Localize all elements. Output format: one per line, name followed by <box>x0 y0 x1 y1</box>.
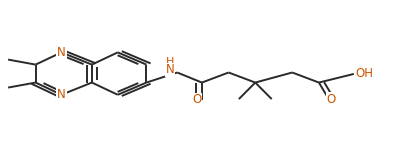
Text: N: N <box>57 46 66 59</box>
Text: N: N <box>57 88 66 101</box>
Text: O: O <box>192 93 201 106</box>
Text: N: N <box>166 63 174 76</box>
Text: H: H <box>166 57 174 67</box>
Text: O: O <box>327 93 336 106</box>
Text: OH: OH <box>355 67 373 80</box>
